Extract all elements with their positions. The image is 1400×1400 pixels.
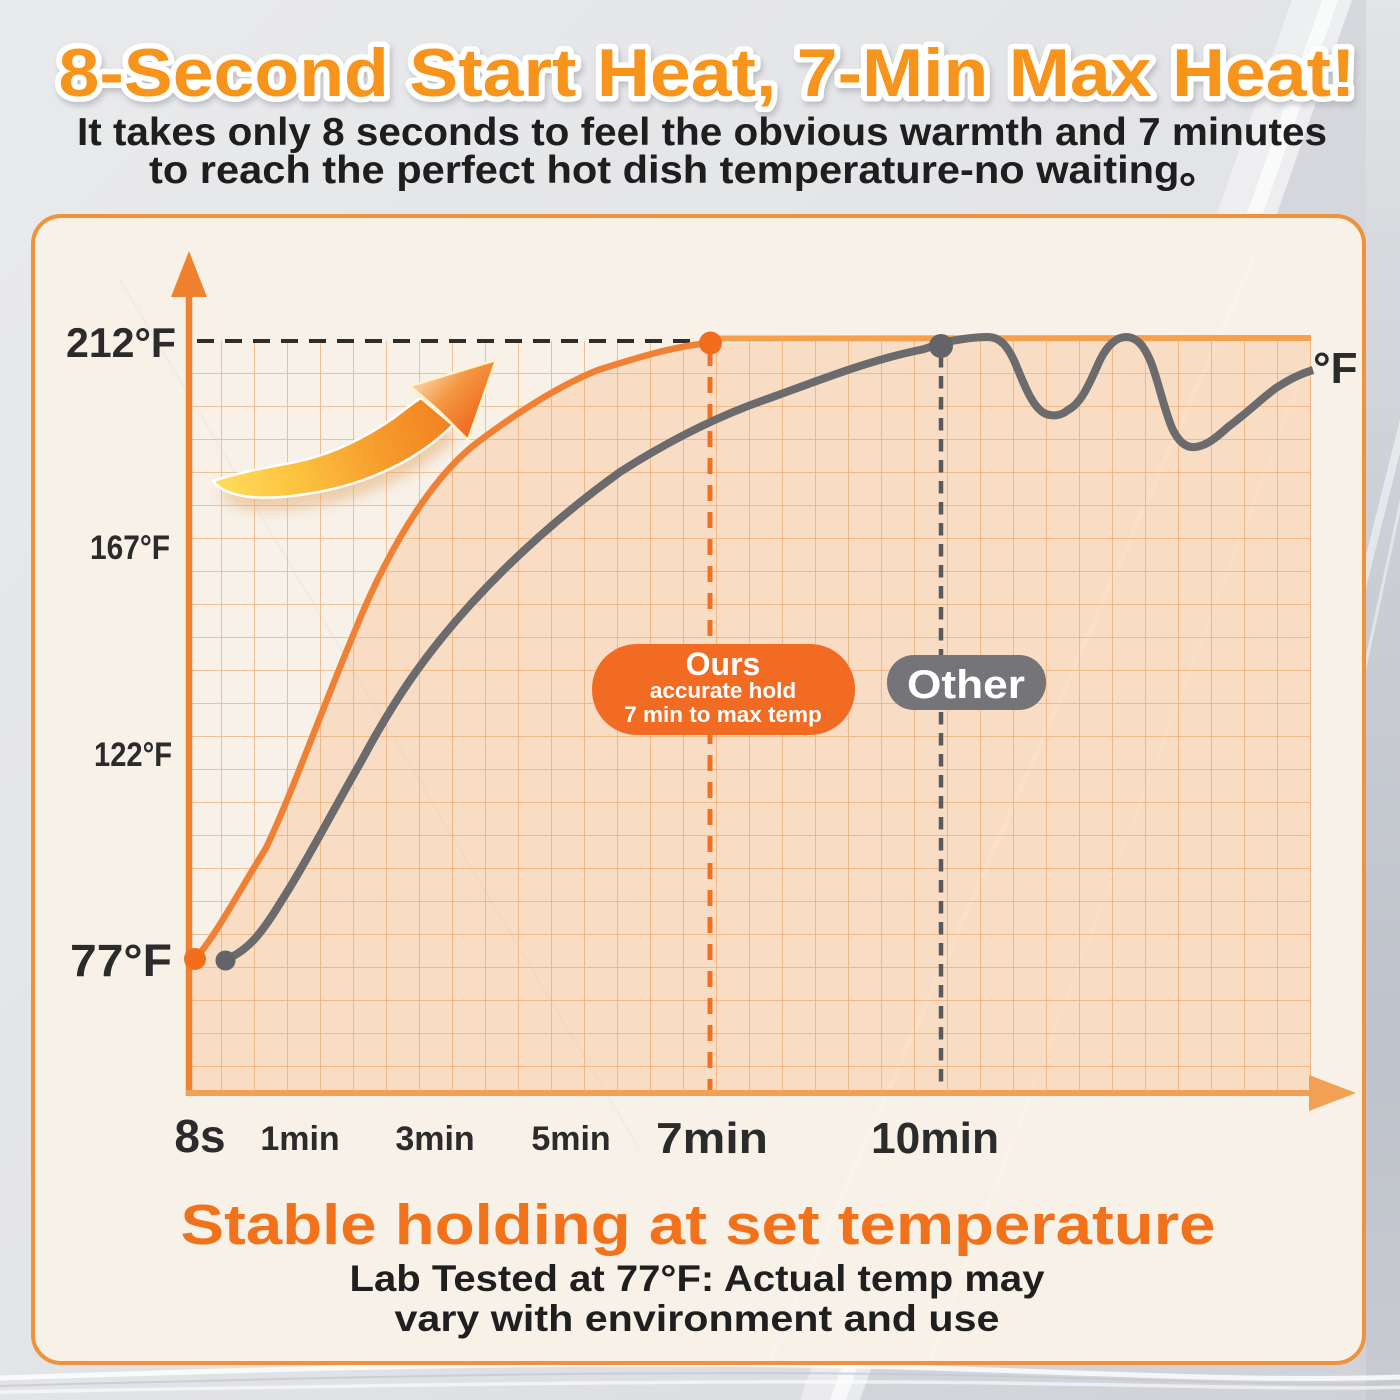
svg-text:Lab Tested at 77°F: Actual tem: Lab Tested at 77°F: Actual temp may <box>350 1258 1045 1299</box>
svg-text:5min: 5min <box>531 1120 610 1158</box>
svg-text:Other: Other <box>907 663 1025 707</box>
svg-text:7min: 7min <box>656 1114 768 1163</box>
svg-text:°F: °F <box>1313 344 1357 393</box>
svg-text:3min: 3min <box>395 1120 474 1158</box>
svg-text:1min: 1min <box>260 1120 339 1158</box>
svg-text:8-Second Start Heat, 7-Min Max: 8-Second Start Heat, 7-Min Max Heat! <box>59 35 1356 111</box>
svg-text:10min: 10min <box>871 1114 999 1163</box>
svg-text:122°F: 122°F <box>94 736 172 774</box>
svg-text:7 min to max temp: 7 min to max temp <box>624 702 822 727</box>
svg-text:212°F: 212°F <box>66 319 176 366</box>
svg-text:vary with environment and use: vary with environment and use <box>395 1298 1000 1339</box>
svg-text:8s: 8s <box>174 1110 225 1162</box>
svg-text:Stable holding at set temperat: Stable holding at set temperature <box>181 1193 1216 1257</box>
svg-text:It takes only 8 seconds to fee: It takes only 8 seconds to feel the obvi… <box>77 111 1327 154</box>
svg-text:Ours: Ours <box>686 646 761 682</box>
svg-text:167°F: 167°F <box>90 529 170 567</box>
svg-text:77°F: 77°F <box>70 935 172 986</box>
svg-text:accurate hold: accurate hold <box>650 678 796 703</box>
svg-text:to reach the perfect hot dish: to reach the perfect hot dish temperatur… <box>149 149 1221 192</box>
